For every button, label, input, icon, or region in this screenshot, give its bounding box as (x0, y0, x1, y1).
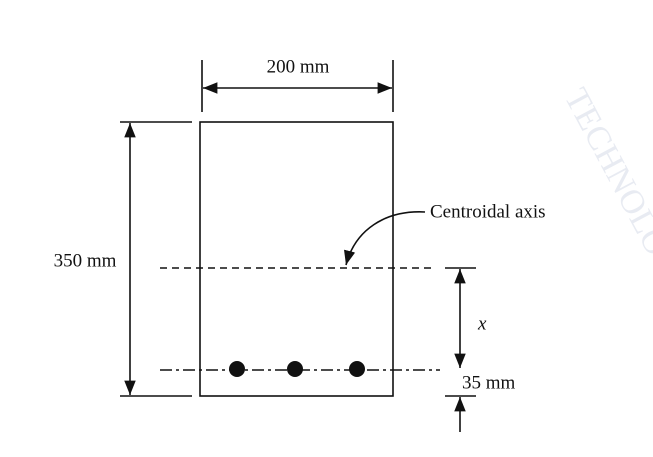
rebar (229, 361, 245, 377)
height-label: 350 mm (54, 250, 117, 271)
depth-label: x (477, 313, 487, 334)
beam-section (199, 121, 394, 397)
watermark: TECHNOLOGY BOMBAY (557, 82, 653, 440)
width-label: 200 mm (267, 56, 330, 77)
axis-label: Centroidal axis (430, 201, 546, 222)
rebar (349, 361, 365, 377)
axis-pointer (344, 211, 426, 266)
rebar (287, 361, 303, 377)
cover-label: 35 mm (462, 372, 516, 393)
